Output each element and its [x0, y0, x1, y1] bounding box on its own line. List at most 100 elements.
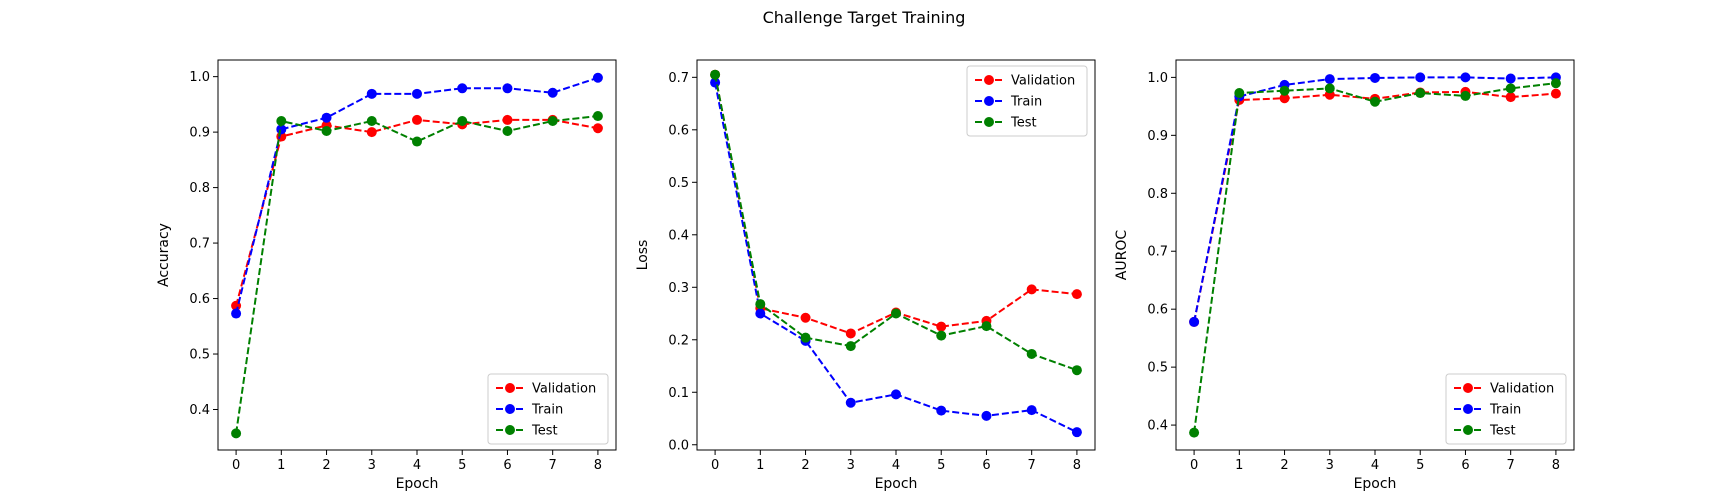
y-tick-label: 0.4 — [1147, 419, 1168, 434]
y-tick-label: 0.6 — [1147, 303, 1168, 318]
data-point-test — [457, 116, 468, 127]
data-point-test — [547, 116, 558, 127]
y-tick-label: 0.8 — [1147, 187, 1168, 202]
data-point-test — [502, 126, 513, 137]
x-tick-label: 7 — [1507, 458, 1515, 473]
y-tick-label: 1.0 — [1147, 71, 1168, 86]
data-point-validation — [502, 114, 513, 125]
legend-marker-test — [984, 117, 994, 127]
x-tick-label: 1 — [1235, 458, 1243, 473]
data-point-test — [1415, 88, 1426, 99]
data-point-test — [276, 116, 287, 127]
y-tick-label: 0.7 — [668, 71, 689, 86]
data-point-validation — [1279, 93, 1290, 104]
y-tick-label: 0.9 — [1147, 129, 1168, 144]
data-point-train — [412, 88, 422, 99]
data-point-validation — [412, 114, 422, 125]
data-point-train — [936, 405, 947, 416]
data-point-validation — [1550, 88, 1561, 99]
legend-marker-train — [984, 96, 994, 106]
legend-label-validation: Validation — [1011, 74, 1075, 89]
legend: Validation Train Test — [966, 65, 1088, 137]
x-tick-label: 4 — [1371, 458, 1379, 473]
data-point-test — [1460, 90, 1471, 101]
legend-marker-test — [505, 425, 515, 435]
data-point-test — [1189, 427, 1200, 438]
y-tick-label: 0.5 — [1147, 361, 1168, 376]
x-tick-label: 4 — [892, 458, 900, 473]
data-point-test — [891, 308, 901, 319]
data-point-test — [1026, 348, 1037, 359]
figure-title: Challenge Target Training — [762, 8, 966, 27]
data-point-test — [800, 332, 811, 343]
y-tick-label: 0.0 — [668, 438, 689, 453]
subplot-1: 0 1 2 3 4 5 6 7 8 0.4 0.5 0.6 0.7 0.8 0.9 1.0 Epoch Accur… — [156, 59, 617, 492]
x-tick-label: 2 — [801, 458, 809, 473]
series-line-train — [235, 76, 599, 314]
data-point-test — [231, 428, 242, 439]
y-tick-label: 0.5 — [189, 348, 210, 363]
data-point-train — [1460, 72, 1471, 83]
legend-marker-train — [505, 404, 515, 414]
data-point-train — [981, 410, 992, 421]
data-point-train — [1189, 316, 1200, 327]
x-tick-label: 6 — [1461, 458, 1469, 473]
data-point-validation — [1026, 284, 1037, 295]
x-tick-label: 1 — [756, 458, 764, 473]
x-axis-label: Epoch — [875, 476, 918, 492]
x-tick-label: 8 — [1073, 458, 1081, 473]
legend-label-train: Train — [531, 403, 563, 418]
legend-marker-validation — [984, 75, 994, 85]
x-tick-label: 7 — [1028, 458, 1036, 473]
x-tick-label: 8 — [594, 458, 602, 473]
legend-box — [487, 373, 609, 445]
data-point-test — [412, 136, 422, 147]
x-tick-label: 5 — [1416, 458, 1424, 473]
x-tick-label: 6 — [982, 458, 990, 473]
x-axis-label: Epoch — [396, 476, 439, 492]
x-tick-label: 0 — [1190, 458, 1198, 473]
y-axis-label: Accuracy — [156, 223, 172, 287]
y-tick-label: 0.3 — [668, 281, 689, 296]
legend-label-test: Test — [531, 424, 558, 439]
data-point-train — [502, 83, 513, 94]
y-tick-label: 0.4 — [189, 403, 210, 418]
legend-marker-validation — [505, 383, 515, 393]
x-tick-label: 2 — [1280, 458, 1288, 473]
data-point-train — [457, 83, 468, 94]
data-point-test — [1324, 83, 1335, 94]
y-tick-label: 0.2 — [668, 333, 689, 348]
series-line-train — [1193, 76, 1556, 323]
data-point-train — [366, 88, 377, 99]
y-axis-label: Loss — [635, 240, 651, 271]
x-tick-label: 5 — [937, 458, 945, 473]
data-point-validation — [1071, 289, 1082, 300]
legend-label-train: Train — [1489, 403, 1521, 418]
x-tick-label: 7 — [549, 458, 557, 473]
x-tick-label: 3 — [1326, 458, 1334, 473]
data-point-test — [981, 321, 992, 332]
data-point-train — [1324, 74, 1335, 85]
series-line-validation — [235, 118, 599, 307]
y-tick-label: 0.7 — [1147, 245, 1168, 260]
data-point-validation — [1505, 92, 1516, 103]
data-point-test — [1370, 96, 1380, 107]
y-tick-label: 0.6 — [189, 292, 210, 307]
legend-marker-validation — [1463, 383, 1473, 393]
x-tick-label: 5 — [458, 458, 466, 473]
y-tick-label: 1.0 — [189, 70, 210, 85]
data-point-train — [845, 397, 856, 408]
data-point-validation — [366, 127, 377, 138]
data-point-train — [547, 87, 558, 98]
legend-label-train: Train — [1010, 95, 1042, 110]
x-axis-label: Epoch — [1354, 476, 1397, 492]
y-tick-label: 0.4 — [668, 228, 689, 243]
x-tick-label: 1 — [277, 458, 285, 473]
x-tick-label: 4 — [413, 458, 421, 473]
x-tick-label: 0 — [711, 458, 719, 473]
y-axis-label: AUROC — [1114, 230, 1130, 281]
data-point-test — [1071, 365, 1082, 376]
legend-box — [966, 65, 1088, 137]
data-point-test — [592, 111, 603, 122]
